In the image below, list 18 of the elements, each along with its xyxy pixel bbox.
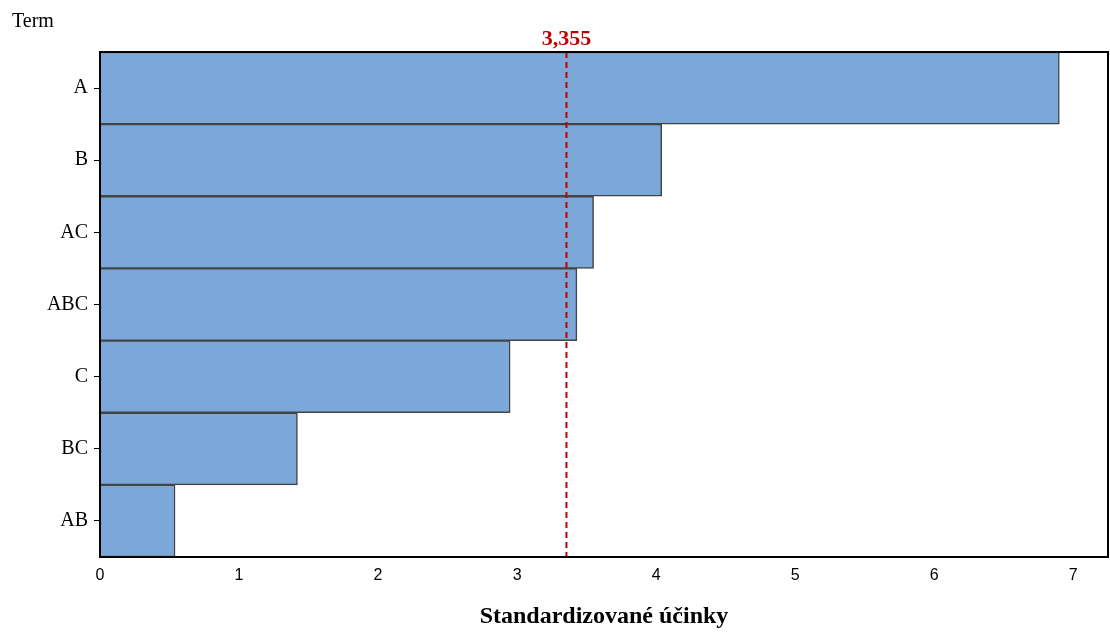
- y-tick-label: AC: [60, 219, 88, 242]
- x-tick-label: 1: [234, 566, 244, 584]
- x-tick-label: 4: [651, 566, 661, 584]
- y-axis-title: Term: [12, 9, 55, 32]
- x-tick-label: 2: [373, 566, 383, 584]
- x-tick-label: 6: [929, 566, 939, 584]
- x-tick-label: 0: [95, 566, 105, 584]
- x-tick-label: 7: [1068, 566, 1078, 584]
- y-tick-label: AB: [60, 508, 88, 531]
- y-tick-label: ABC: [46, 291, 88, 314]
- x-tick-label: 5: [790, 566, 800, 584]
- x-axis-title: Standardizované účinky: [479, 601, 729, 628]
- y-tick-label: B: [74, 147, 88, 170]
- y-tick-label: C: [74, 363, 88, 386]
- y-tick-label: BC: [61, 436, 88, 459]
- x-tick-label: 3: [512, 566, 522, 584]
- ref-line-label: 3,355: [541, 24, 592, 50]
- y-tick-label: A: [73, 75, 89, 98]
